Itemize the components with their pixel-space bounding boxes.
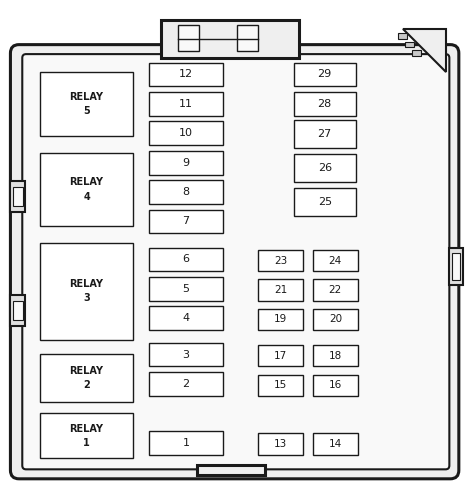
Text: 22: 22 xyxy=(329,285,342,295)
Bar xyxy=(452,253,460,280)
FancyBboxPatch shape xyxy=(10,45,459,479)
Bar xyxy=(149,277,223,300)
Text: 1: 1 xyxy=(182,438,190,448)
Text: 13: 13 xyxy=(274,439,287,449)
Text: 16: 16 xyxy=(329,380,342,390)
Text: RELAY: RELAY xyxy=(70,177,103,187)
Text: 20: 20 xyxy=(329,314,342,324)
Text: 18: 18 xyxy=(329,351,342,361)
Bar xyxy=(40,354,133,401)
Bar xyxy=(294,63,356,86)
Bar xyxy=(258,375,303,396)
Bar xyxy=(149,248,223,271)
Bar xyxy=(149,209,223,233)
Bar xyxy=(258,250,303,271)
Text: 25: 25 xyxy=(318,197,332,207)
Text: RELAY: RELAY xyxy=(70,92,103,102)
Bar xyxy=(294,119,356,148)
Text: 6: 6 xyxy=(182,254,190,264)
Bar xyxy=(294,188,356,216)
Bar xyxy=(40,152,133,226)
FancyBboxPatch shape xyxy=(22,54,449,469)
Bar xyxy=(197,465,265,475)
Bar xyxy=(258,309,303,330)
Bar xyxy=(398,33,407,39)
Bar xyxy=(149,63,223,86)
Bar xyxy=(412,50,421,56)
Text: 19: 19 xyxy=(274,314,287,324)
Bar xyxy=(149,431,223,454)
Text: RELAY: RELAY xyxy=(70,366,103,376)
Bar xyxy=(449,248,463,286)
Text: 27: 27 xyxy=(318,129,332,139)
Bar xyxy=(149,306,223,330)
Bar xyxy=(149,343,223,366)
Bar xyxy=(258,279,303,300)
Bar xyxy=(294,92,356,116)
Bar xyxy=(149,372,223,396)
Bar xyxy=(313,279,358,300)
Text: 3: 3 xyxy=(182,349,190,360)
Text: 3: 3 xyxy=(83,294,90,303)
Bar xyxy=(313,250,358,271)
Text: 12: 12 xyxy=(179,69,193,80)
Text: 2: 2 xyxy=(182,379,190,389)
Bar xyxy=(40,413,133,458)
Bar xyxy=(13,187,23,206)
Bar xyxy=(13,300,23,320)
Text: 8: 8 xyxy=(182,187,190,197)
Bar xyxy=(149,151,223,175)
Bar xyxy=(313,433,358,454)
Text: RELAY: RELAY xyxy=(70,279,103,289)
Text: 5: 5 xyxy=(83,106,90,116)
Bar xyxy=(258,433,303,454)
Bar xyxy=(149,180,223,204)
Bar xyxy=(149,92,223,116)
Text: 14: 14 xyxy=(329,439,342,449)
Text: 26: 26 xyxy=(318,163,332,173)
Text: 1: 1 xyxy=(83,438,90,448)
Text: RELAY: RELAY xyxy=(70,424,103,434)
Text: 2: 2 xyxy=(83,380,90,390)
Bar xyxy=(161,20,299,58)
Bar xyxy=(313,375,358,396)
Bar xyxy=(178,25,199,51)
Text: 4: 4 xyxy=(182,313,190,323)
Text: 10: 10 xyxy=(179,128,193,138)
Text: 17: 17 xyxy=(274,351,287,361)
Polygon shape xyxy=(403,30,446,72)
Bar xyxy=(405,42,414,48)
Bar xyxy=(258,345,303,366)
Text: 7: 7 xyxy=(182,216,190,226)
Text: 15: 15 xyxy=(274,380,287,390)
Bar xyxy=(10,295,25,326)
Text: 9: 9 xyxy=(182,157,190,168)
Text: 21: 21 xyxy=(274,285,287,295)
Text: 11: 11 xyxy=(179,99,193,109)
Bar xyxy=(313,345,358,366)
Text: 29: 29 xyxy=(318,69,332,80)
Bar xyxy=(294,153,356,182)
Text: 24: 24 xyxy=(329,255,342,265)
Text: 5: 5 xyxy=(182,284,190,294)
Bar xyxy=(237,25,258,51)
Bar xyxy=(313,309,358,330)
Text: 23: 23 xyxy=(274,255,287,265)
Bar xyxy=(40,72,133,136)
Bar xyxy=(149,121,223,145)
Bar xyxy=(10,181,25,212)
Text: 4: 4 xyxy=(83,192,90,201)
Text: 28: 28 xyxy=(318,99,332,109)
Bar xyxy=(40,243,133,340)
